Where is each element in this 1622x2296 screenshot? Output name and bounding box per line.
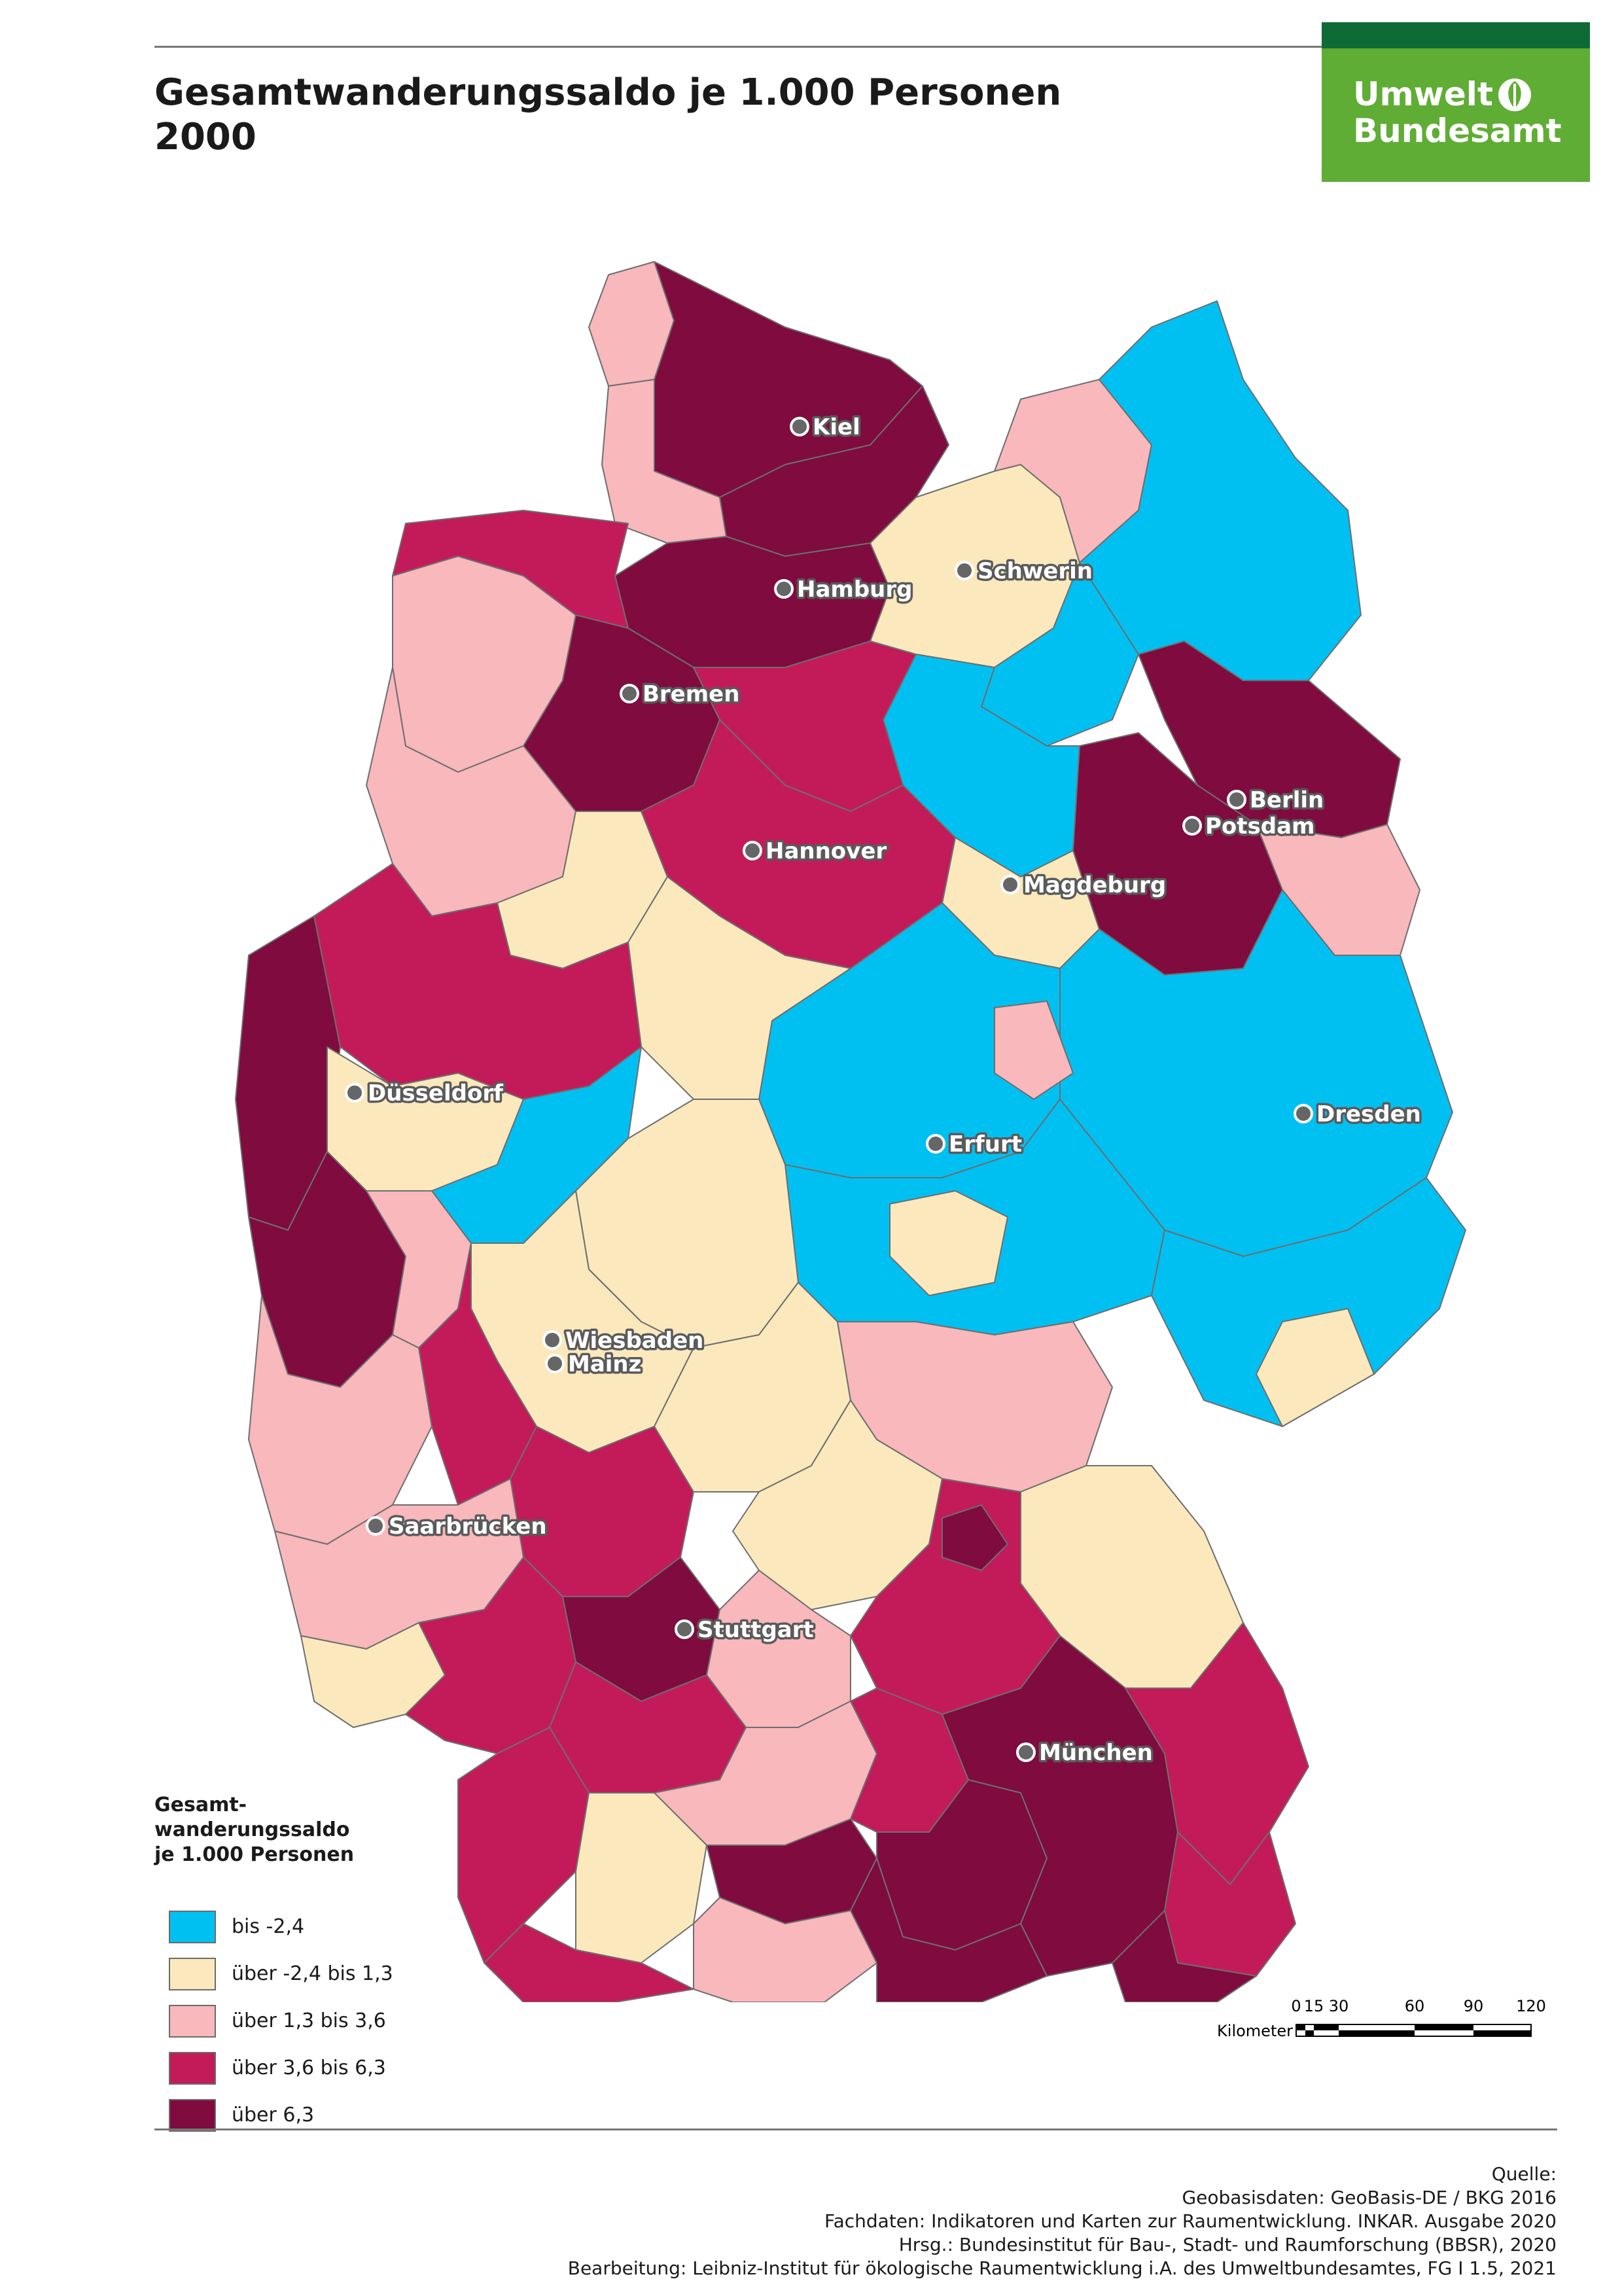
scale-tick-label: 30 [1329,1997,1349,2015]
city-label: Schwerin [978,558,1093,584]
city-label: Magdeburg [1023,872,1166,898]
region-chiemgau [1112,1910,1257,2002]
city-label: München [1039,1740,1153,1766]
top-rule [154,46,1557,48]
legend-label: über -2,4 bis 1,3 [232,1962,393,1985]
city-marker [774,579,794,599]
scale-tick-label: 0 [1291,1997,1301,2015]
city-marker [345,1083,364,1103]
legend: Gesamt- wanderungssaldo je 1.000 Persone… [154,1793,429,2132]
source-heading: Quelle: [1491,2163,1557,2185]
bottom-rule [154,2128,1557,2130]
scale-segment [1339,2030,1415,2036]
legend-swatch [169,2005,216,2038]
legend-swatch [169,1911,216,1943]
legend-label: bis -2,4 [232,1915,305,1938]
city-marker [790,417,809,436]
logo-line-2: Bundesamt [1353,112,1562,150]
source-line: Geobasisdaten: GeoBasis-DE / BKG 2016 [1182,2187,1557,2208]
legend-label: über 3,6 bis 6,3 [232,2057,386,2079]
title-line-2: 2000 [154,116,256,158]
city-label: Berlin [1250,787,1324,813]
city-marker [1016,1742,1036,1762]
city-label: Düsseldorf [368,1080,504,1106]
logo-line-1: Umwelt [1353,75,1493,113]
scale-segment [1473,2030,1531,2036]
scale-segment [1305,2030,1314,2036]
city-marker [926,1134,945,1154]
region-allgaeu [850,1858,1048,2002]
city-marker [1000,875,1020,894]
city-label: Potsdam [1205,813,1314,839]
city-marker [955,561,974,580]
scale-segment [1415,2024,1473,2030]
city-label: Saarbrücken [389,1513,547,1540]
scale-unit: Kilometer [1217,2022,1293,2040]
scale-segment [1296,2024,1305,2030]
city-marker [1227,790,1246,809]
region-nuernberg [942,1504,1008,1571]
legend-swatch [169,2099,216,2132]
city-label: Stuttgart [697,1617,814,1643]
city-label: Wiesbaden [565,1328,703,1354]
city-marker [366,1516,385,1536]
logo-band [1322,22,1590,48]
city-marker [620,684,639,703]
scale-segment [1314,2024,1339,2030]
region-halle [994,1000,1074,1100]
map-title: Gesamtwanderungssaldo je 1.000 Personen … [154,71,1061,160]
logo-leaf-icon [1498,79,1531,111]
region-niederbayern [1125,1622,1309,1885]
scale-bar: 0 15 30 60 90 120 Kilometer [1217,1997,1546,2040]
legend-swatch [169,1958,216,1990]
umweltbundesamt-logo: Umwelt Bundesamt [1322,22,1590,182]
legend-label: über 1,3 bis 3,6 [232,2009,386,2032]
legend-label: über 6,3 [232,2104,315,2127]
source-line: Hrsg.: Bundesinstitut für Bau-, Stadt- u… [898,2234,1557,2255]
region-suedniedersachsen [627,876,851,1100]
districts-layer [235,261,1466,2002]
scale-tick-label: 120 [1516,1997,1546,2015]
scale-tick-label: 90 [1464,1997,1484,2015]
title-line-1: Gesamtwanderungssaldo je 1.000 Personen [154,71,1062,114]
source-line: Fachdaten: Indikatoren und Karten zur Ra… [824,2210,1557,2232]
city-label: Mainz [568,1351,641,1377]
region-suedbaden [484,1923,694,2002]
city-marker [1294,1104,1313,1123]
city-label: Hannover [766,838,887,864]
city-marker [542,1330,562,1350]
city-label: Erfurt [949,1131,1022,1157]
region-dresden [1256,1308,1375,1427]
scale-tick-label: 60 [1405,1997,1425,2015]
source-block: Quelle: Geobasisdaten: GeoBasis-DE / BKG… [568,2163,1557,2280]
region-sachsen [1151,1177,1466,1427]
legend-title: Gesamt- wanderungssaldo je 1.000 Persone… [154,1793,355,1866]
region-schwarzwald [575,1792,707,1964]
region-westerwald [418,1243,537,1506]
city-marker [1182,816,1202,836]
city-marker [545,1354,565,1373]
region-erfurt [889,1190,1008,1296]
legend-swatch [169,2052,216,2085]
city-label: Dresden [1316,1101,1421,1127]
city-marker [743,841,762,860]
city-label: Hamburg [797,576,912,603]
source-line: Bearbeitung: Leibniz-Institut für ökolog… [567,2257,1557,2279]
scale-tick-label: 15 [1304,1997,1324,2015]
city-marker [675,1619,694,1639]
city-label: Bremen [643,681,739,707]
city-label: Kiel [813,414,860,440]
